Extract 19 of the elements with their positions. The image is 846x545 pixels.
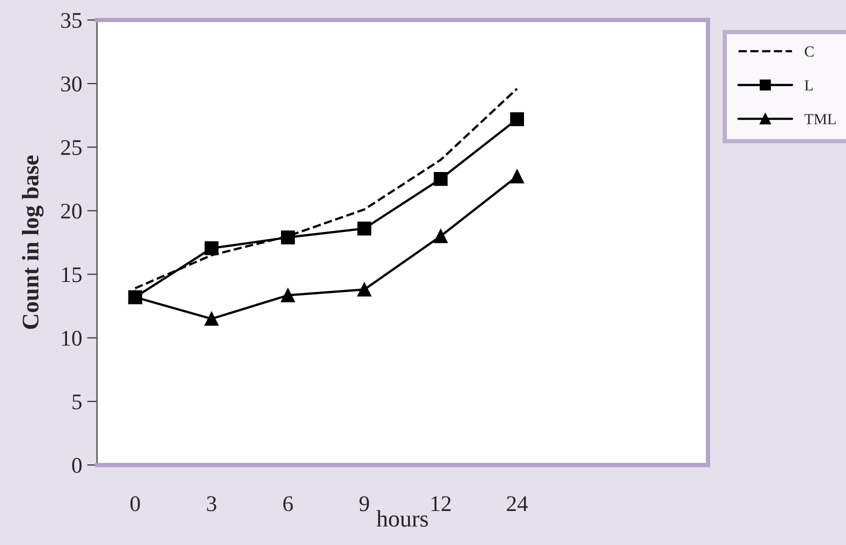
y-tick-label: 35 (61, 12, 82, 28)
x-tick-label: 9 (359, 496, 369, 512)
y-axis-title: Count in log base (22, 156, 44, 329)
y-tick-label: 0 (72, 458, 82, 473)
x-tick-label: 6 (283, 496, 293, 512)
x-tick-label: 3 (207, 496, 216, 512)
x-axis-title: hours (376, 510, 428, 527)
y-tick-label: 25 (61, 140, 82, 156)
y-tick-label: 5 (72, 394, 82, 410)
y-tick-label: 10 (62, 330, 82, 346)
y-tick-label: 20 (61, 204, 82, 219)
x-tick-label: 12 (432, 496, 451, 511)
y-tick-label: 30 (61, 76, 82, 92)
x-tick-label: 24 (506, 496, 528, 511)
x-tick-label: 0 (130, 496, 140, 512)
legend-label: L (804, 80, 813, 90)
legend-label: C (804, 46, 814, 57)
y-tick-label: 15 (62, 267, 82, 282)
legend-label: TML (804, 114, 836, 124)
